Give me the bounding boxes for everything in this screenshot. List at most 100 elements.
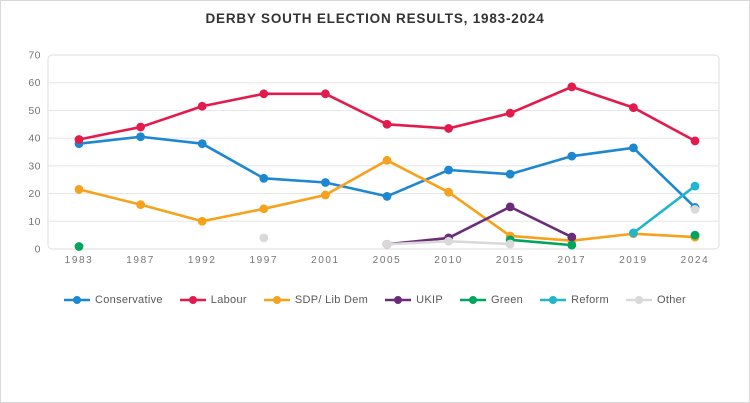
legend-item-sdp-lib-dem: SDP/ Lib Dem [263, 294, 369, 306]
legend-line-dot-icon [460, 296, 487, 304]
data-point-green [74, 242, 84, 251]
data-point-conservative [259, 173, 269, 183]
legend-label: SDP/ Lib Dem [294, 294, 369, 306]
legend-line-dot-icon [64, 296, 90, 304]
legend-label: Green [491, 294, 524, 306]
series-line-labour [77, 125, 142, 141]
data-point-labour [444, 124, 453, 133]
data-point-sdp-lib-dem [444, 187, 453, 197]
data-point-other [444, 236, 453, 246]
legend-item-green: Green [460, 294, 523, 306]
data-point-sdp-lib-dem [382, 155, 392, 165]
series-line-labour [570, 85, 635, 109]
series-line-conservative [324, 181, 389, 198]
y-axis-tick-label: 30 [28, 160, 41, 172]
series-line-green [508, 238, 574, 247]
legend-item-ukip: UKIP [385, 294, 443, 306]
y-axis-tick-label: 40 [28, 133, 41, 145]
legend-label: Other [656, 294, 686, 306]
data-point-sdp-lib-dem [136, 200, 146, 210]
data-point-conservative [505, 169, 515, 179]
series-line-conservative [139, 135, 204, 145]
data-point-conservative [136, 132, 146, 142]
data-point-sdp-lib-dem [74, 185, 84, 194]
data-point-conservative [382, 191, 392, 201]
legend-label: Conservative [95, 294, 163, 306]
data-point-labour [321, 89, 330, 99]
series-line-other [385, 239, 450, 246]
series-line-labour [447, 111, 512, 130]
legend-line-dot-icon [263, 296, 290, 304]
data-point-conservative [444, 165, 453, 175]
y-axis-tick-label: 0 [35, 244, 41, 256]
data-point-reform [629, 228, 638, 238]
data-point-other [690, 204, 700, 214]
series-line-labour [385, 122, 450, 130]
x-axis-tick-label: 2001 [311, 255, 340, 266]
series-line-sdp-lib-dem [570, 232, 635, 242]
series-line-labour [632, 106, 697, 143]
data-point-labour [259, 89, 269, 99]
legend-item-reform: Reform [540, 294, 609, 306]
series-line-labour [324, 92, 389, 126]
data-point-conservative [197, 139, 207, 149]
data-point-sdp-lib-dem [197, 216, 207, 226]
series-line-conservative [508, 154, 574, 176]
series-line-sdp-lib-dem [262, 193, 327, 211]
y-axis-tick-label: 20 [28, 188, 41, 200]
y-axis-tick-label: 50 [28, 105, 41, 117]
series-line-labour [200, 92, 266, 108]
data-point-sdp-lib-dem [259, 204, 269, 214]
data-point-labour [382, 119, 392, 129]
data-point-ukip [505, 202, 515, 212]
series-line-ukip [508, 205, 574, 239]
x-axis-tick-label: 2015 [496, 255, 525, 266]
legend-line-dot-icon [625, 296, 652, 304]
series-line-sdp-lib-dem [77, 188, 142, 206]
plot-area: 0 10 20 30 40 50 60 70 1983 1987 1992 1997 2001 2005 2… [1, 1, 749, 284]
series-line-ukip [447, 205, 512, 240]
data-point-other [259, 233, 269, 243]
series-line-sdp-lib-dem [508, 234, 574, 242]
series-line-labour [139, 104, 204, 129]
series-line-labour [508, 85, 574, 115]
data-point-labour [74, 135, 84, 144]
series-line-conservative [447, 168, 512, 176]
data-point-labour [505, 108, 515, 118]
legend-item-conservative: Conservative [64, 294, 163, 306]
x-axis-tick-label: 1983 [65, 255, 94, 266]
x-axis-tick-label: 2010 [434, 255, 463, 266]
data-point-labour [629, 103, 638, 113]
y-axis-tick-label: 70 [28, 50, 41, 62]
data-point-green [567, 240, 577, 250]
legend-label: Reform [571, 294, 609, 306]
data-point-green [690, 230, 700, 240]
data-point-conservative [321, 178, 330, 187]
plot-border [47, 54, 720, 250]
series-line-sdp-lib-dem [139, 203, 204, 223]
data-point-conservative [629, 143, 638, 153]
data-point-ukip [567, 232, 577, 242]
data-point-conservative [567, 151, 577, 161]
series-line-conservative [570, 146, 635, 158]
data-point-reform [690, 181, 700, 191]
chart-legend: Conservative Labour SDP/ Lib Dem UKIP Green R… [1, 294, 749, 306]
x-axis-tick-label: 2019 [619, 255, 648, 266]
legend-item-other: Other [625, 294, 686, 306]
data-point-labour [690, 136, 700, 146]
legend-line-dot-icon [179, 296, 206, 304]
x-axis-tick-label: 2024 [681, 255, 710, 266]
series-line-conservative [385, 168, 450, 198]
data-point-labour [197, 101, 207, 111]
series-line-reform [632, 184, 697, 235]
chart-title: DERBY SOUTH ELECTION RESULTS, 1983-2024 [205, 11, 545, 26]
legend-line-dot-icon [385, 296, 412, 304]
x-axis-tick-label: 2017 [557, 255, 586, 266]
data-point-other [505, 239, 515, 249]
series-line-conservative [200, 142, 266, 180]
x-axis-tick-label: 2005 [373, 255, 402, 266]
data-point-labour [567, 82, 577, 92]
series-line-sdp-lib-dem [200, 207, 266, 223]
series-line-sdp-lib-dem [385, 159, 450, 194]
